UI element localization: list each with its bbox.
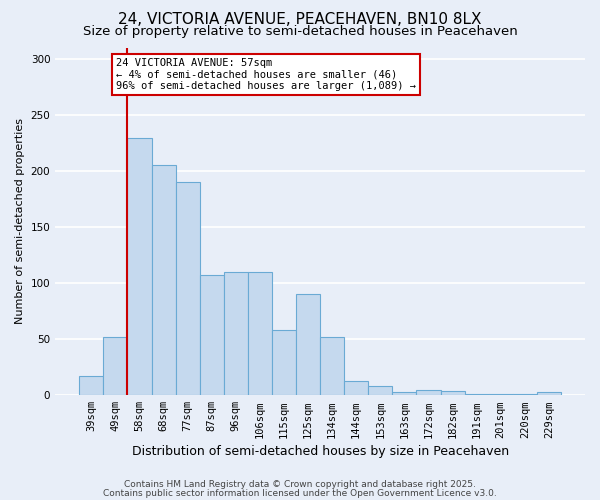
Bar xyxy=(440,390,464,395)
Bar xyxy=(224,272,248,395)
Bar xyxy=(200,275,224,395)
Bar xyxy=(464,394,488,395)
Bar xyxy=(127,138,152,395)
Bar xyxy=(537,392,561,395)
Bar xyxy=(513,394,537,395)
X-axis label: Distribution of semi-detached houses by size in Peacehaven: Distribution of semi-detached houses by … xyxy=(131,444,509,458)
Bar xyxy=(103,337,127,395)
Bar xyxy=(320,337,344,395)
Bar xyxy=(248,272,272,395)
Bar xyxy=(79,376,103,395)
Bar xyxy=(152,166,176,395)
Bar xyxy=(176,182,200,395)
Bar xyxy=(296,294,320,395)
Bar xyxy=(368,386,392,395)
Text: Contains HM Land Registry data © Crown copyright and database right 2025.: Contains HM Land Registry data © Crown c… xyxy=(124,480,476,489)
Bar xyxy=(416,390,440,395)
Bar xyxy=(392,392,416,395)
Text: 24, VICTORIA AVENUE, PEACEHAVEN, BN10 8LX: 24, VICTORIA AVENUE, PEACEHAVEN, BN10 8L… xyxy=(118,12,482,28)
Bar xyxy=(272,330,296,395)
Text: 24 VICTORIA AVENUE: 57sqm
← 4% of semi-detached houses are smaller (46)
96% of s: 24 VICTORIA AVENUE: 57sqm ← 4% of semi-d… xyxy=(116,58,416,91)
Text: Size of property relative to semi-detached houses in Peacehaven: Size of property relative to semi-detach… xyxy=(83,25,517,38)
Y-axis label: Number of semi-detached properties: Number of semi-detached properties xyxy=(15,118,25,324)
Text: Contains public sector information licensed under the Open Government Licence v3: Contains public sector information licen… xyxy=(103,488,497,498)
Bar xyxy=(488,394,513,395)
Bar xyxy=(344,380,368,395)
